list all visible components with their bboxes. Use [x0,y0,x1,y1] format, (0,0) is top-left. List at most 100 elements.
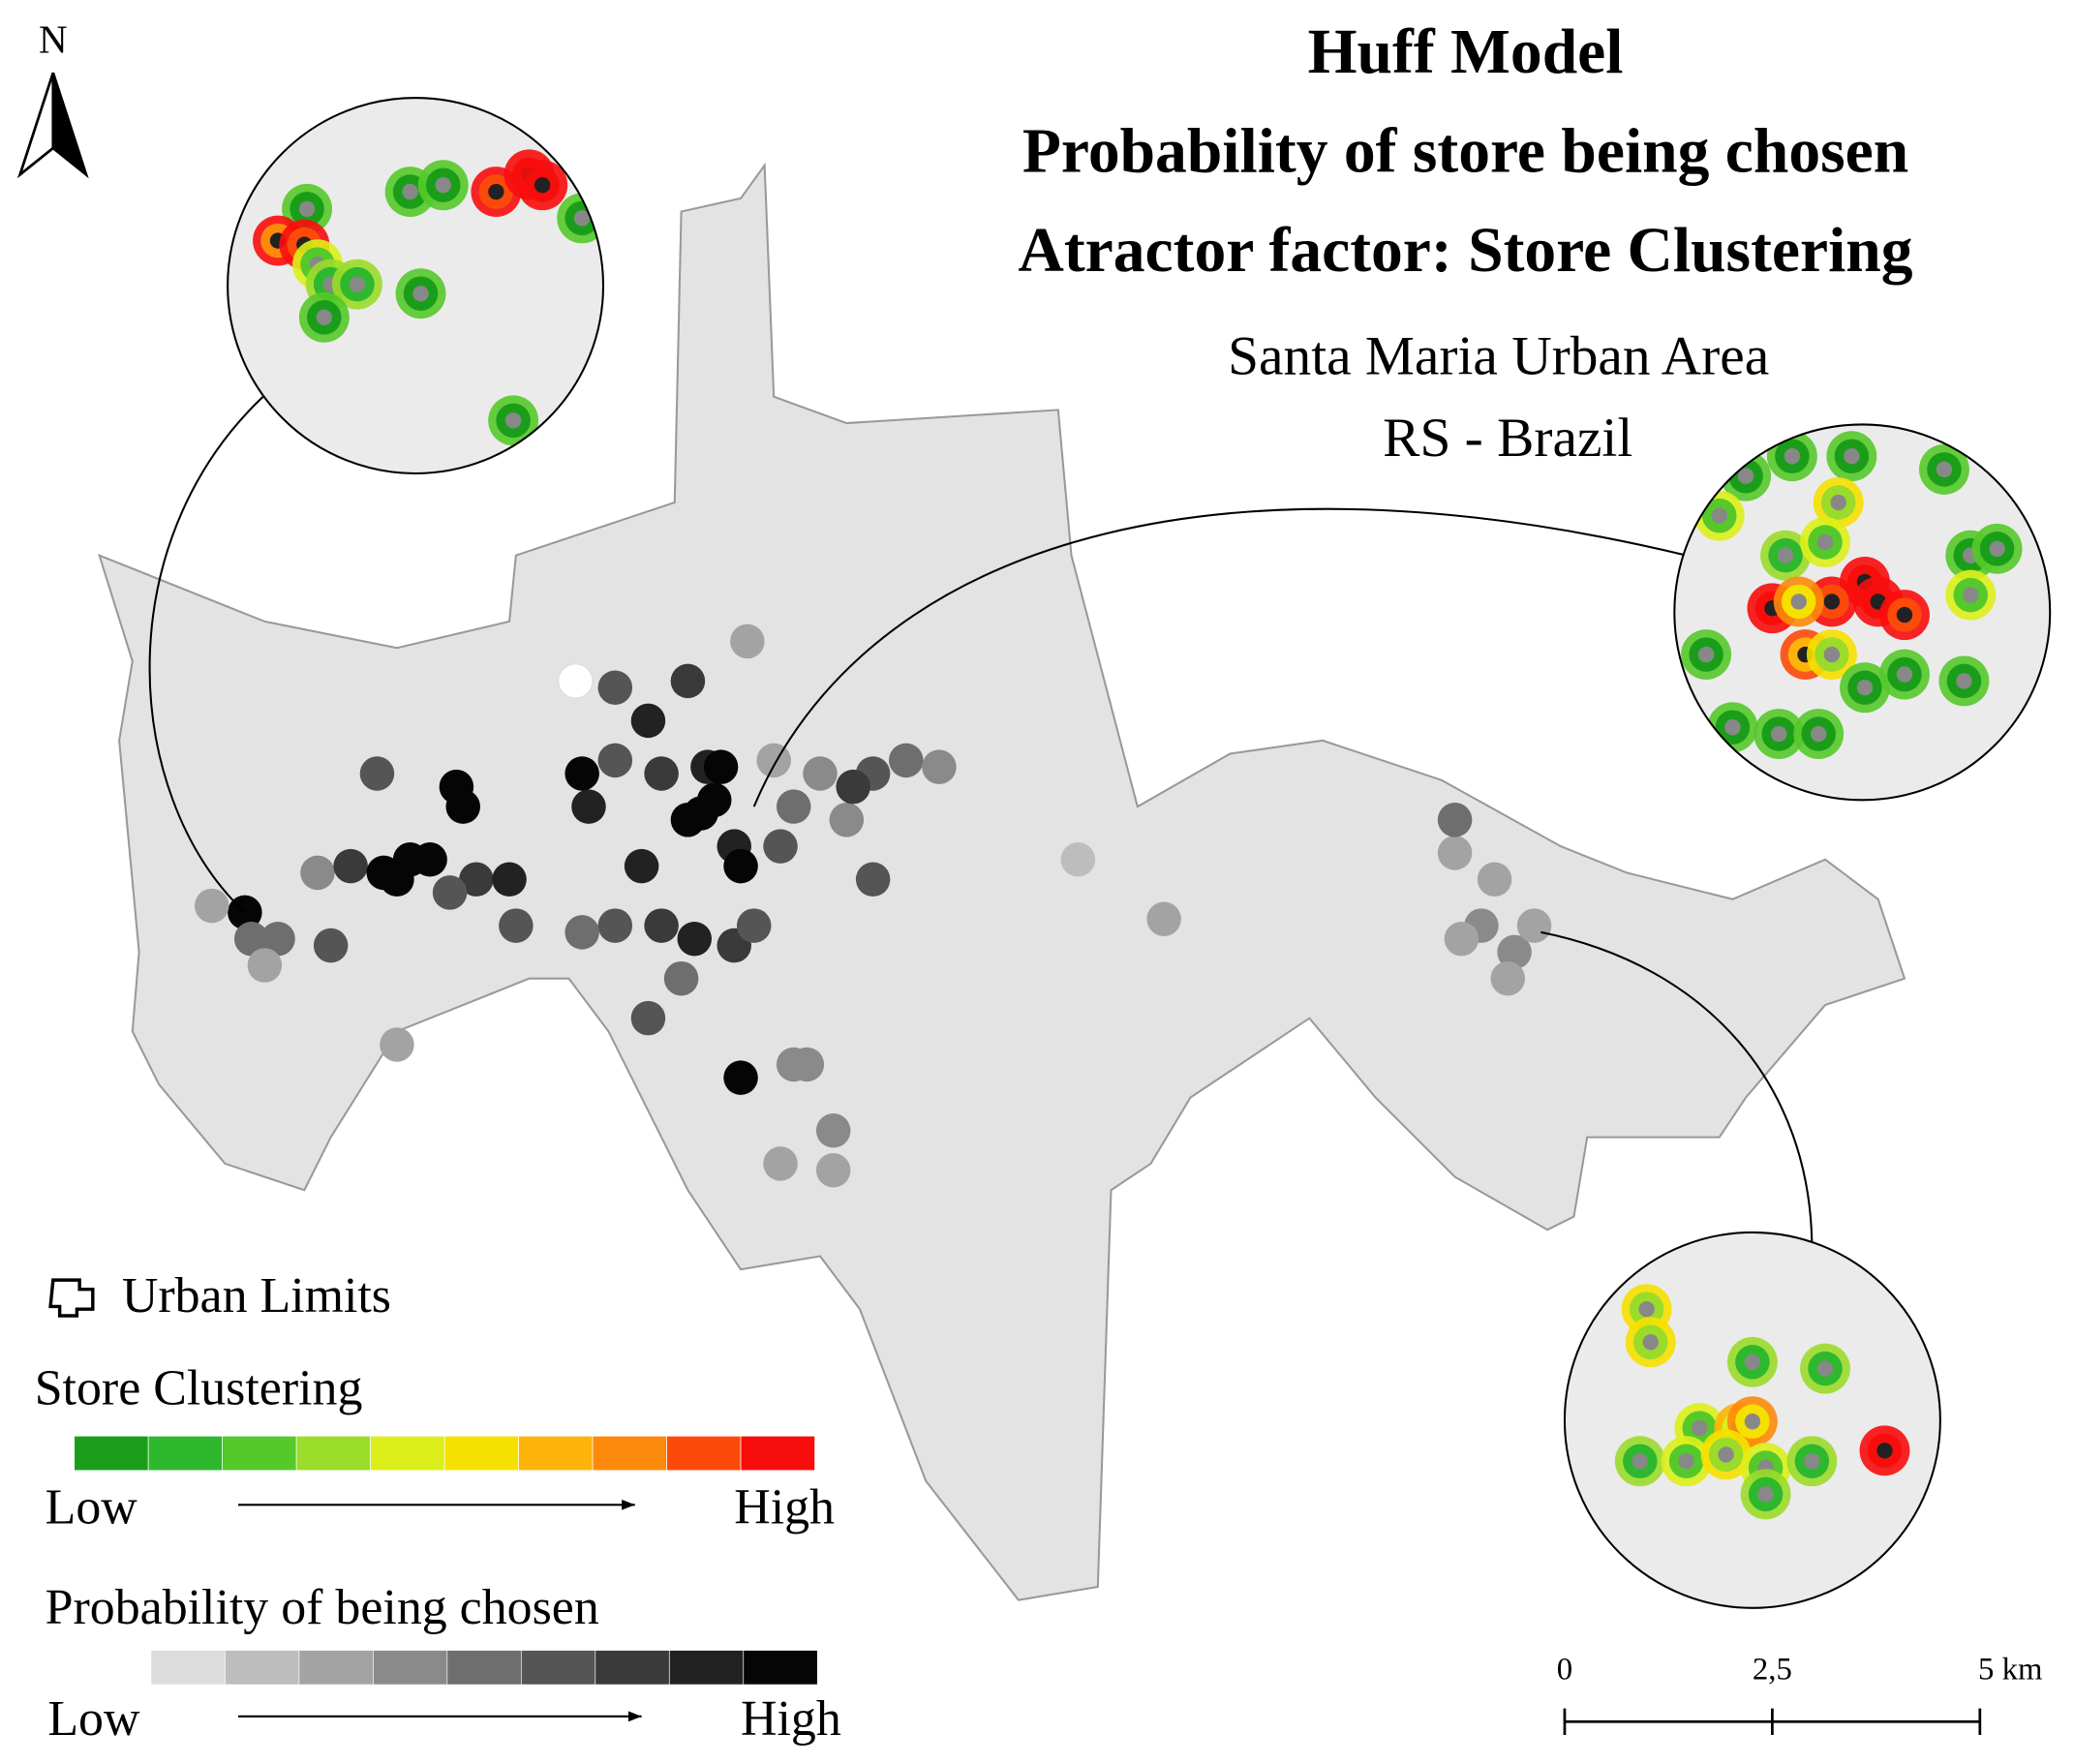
store-point [1830,494,1846,511]
legend-swatch [373,1650,448,1686]
store-point [663,960,699,996]
store-point [359,756,395,791]
store-point [1638,1300,1655,1318]
store-point [1896,606,1913,623]
store-point [696,782,732,818]
store-point [815,1152,851,1188]
legend-swatch [225,1650,300,1686]
legend-swatch [518,1435,594,1472]
store-point [723,1060,758,1095]
north-arrow-right [51,72,89,179]
store-point [1956,673,1972,689]
store-point [730,623,765,659]
inset [228,98,604,473]
legend-swatch [443,1435,519,1472]
store-point [1642,1334,1659,1351]
store-point [763,1146,798,1181]
store-point [445,789,480,824]
legend-swatch [76,1650,152,1686]
store-point [402,183,418,200]
store-point [703,749,739,784]
legend-swatch [147,1435,223,1472]
connector [148,382,279,914]
store-point [380,862,414,897]
store-point [233,921,269,957]
store-point [313,928,349,963]
store-point [1816,1360,1834,1377]
store-point [630,1000,666,1036]
legend-swatch [743,1650,818,1686]
gray-ramp [76,1650,818,1686]
urban-limits-icon [48,1278,95,1318]
store-point [1060,842,1096,877]
inset [1674,424,2051,801]
store-point [316,309,333,325]
store-point [1744,1414,1761,1430]
store-point [499,908,534,943]
store-point [1811,725,1827,743]
store-point [1989,540,2005,558]
legend-title: Store Clustering [35,1360,363,1415]
color-ramp [74,1435,815,1472]
store-point [1844,448,1860,465]
store-point [1692,1419,1708,1437]
store-point [300,855,335,891]
legend-swatch [740,1435,815,1472]
store-point [1777,547,1794,563]
legend-swatch [370,1435,445,1472]
store-point [1497,934,1532,970]
store-point [557,662,594,699]
title-line: Probability of store being chosen [1022,117,1908,187]
store-point [776,789,811,824]
store-point [492,862,527,897]
store-point [564,756,599,791]
store-point [1816,533,1834,551]
store-point [1963,587,1979,603]
inset-border [1563,1231,1941,1609]
store-point [736,908,772,943]
store-point [644,908,679,943]
legend-swatch [295,1435,371,1472]
store-point [488,183,504,200]
store-point [504,412,522,429]
scale-label: 5 km [1978,1653,2042,1688]
urban-limits [98,162,1906,1601]
store-point [836,769,870,805]
legend-low: Low [47,1691,140,1747]
store-point [1477,862,1512,897]
store-point [815,1113,851,1148]
legend-swatch [520,1650,596,1686]
store-point [435,177,451,194]
store-point [349,276,366,292]
store-point [763,829,798,864]
title-line: Atractor factor: Store Clustering [1019,216,1913,286]
legend-high: High [741,1691,841,1747]
connector [752,507,1687,807]
legend-swatch [592,1435,667,1472]
legend-arrowhead [622,1499,635,1510]
legend-arrowhead [627,1711,642,1722]
store-point [630,703,666,739]
store-point [597,908,633,943]
connector [1540,930,1814,1250]
store-point [1823,593,1841,610]
legend-swatch [298,1650,374,1686]
legend-swatch [595,1650,670,1686]
store-point [260,921,295,957]
legend-swatch [74,1435,149,1472]
store-point [1437,836,1473,870]
inset-border [227,97,605,474]
store-point [333,848,368,884]
store-point [829,803,865,837]
zoom-insets [227,97,2052,1609]
store-point [670,663,706,699]
store-point [1757,1486,1774,1503]
store-point [1784,448,1801,465]
store-point [1632,1453,1649,1470]
store-point [571,789,606,824]
store-point [1856,680,1874,696]
title-line: Huff Model [1308,17,1624,87]
store-point [803,756,838,791]
store-point [789,1047,825,1082]
